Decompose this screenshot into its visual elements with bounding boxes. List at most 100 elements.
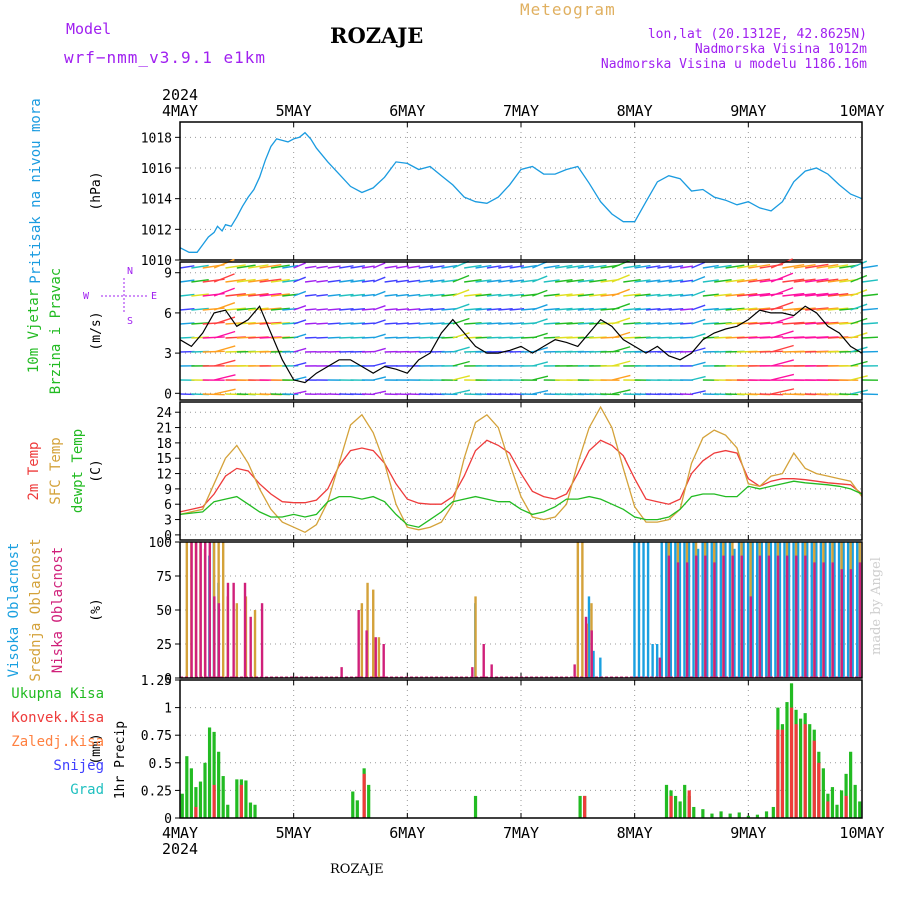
bar [207, 727, 212, 818]
wind-arrow [691, 361, 706, 367]
bar [835, 804, 839, 818]
wind-arrow [691, 375, 706, 381]
bar [692, 806, 696, 818]
bar [789, 707, 794, 818]
wind-arrow [611, 303, 631, 311]
wind-arrow [452, 375, 470, 381]
wind-arrow [361, 293, 375, 297]
y-axis-label: Pritisak na nivou mora [28, 98, 44, 283]
wind-arrow [464, 307, 482, 311]
bar [581, 542, 584, 678]
wind-arrow [509, 307, 525, 311]
wind-arrow [816, 264, 839, 269]
wind-arrow [225, 293, 246, 297]
wind-arrow [589, 293, 607, 297]
wind-arrow [827, 278, 849, 283]
wind-arrow [600, 350, 620, 353]
wind-arrow [486, 265, 502, 269]
wind-arrow [691, 390, 706, 395]
bar [701, 542, 704, 678]
wind-arrow [793, 307, 816, 311]
bar [780, 729, 785, 818]
wind-arrow [589, 307, 607, 311]
bar [856, 542, 859, 678]
bar [844, 795, 848, 818]
wind-arrow [248, 264, 269, 269]
wind-arrow [270, 264, 290, 269]
bar [803, 724, 807, 818]
y-axis-label: SFC Temp [48, 437, 64, 504]
wind-arrow [327, 336, 341, 339]
wind-arrow [202, 336, 225, 339]
wind-arrow [702, 293, 719, 297]
bar [676, 562, 680, 678]
wind-arrow [452, 274, 470, 283]
wind-arrow [759, 307, 784, 311]
wind-arrow [395, 265, 409, 269]
wind-arrow [577, 279, 594, 283]
wind-arrow [680, 293, 694, 297]
wind-arrow [770, 344, 794, 353]
wind-arrow [407, 293, 421, 297]
wind-arrow [191, 307, 209, 311]
wind-arrow [248, 307, 269, 311]
wind-arrow [316, 322, 328, 325]
wind-arrow [850, 389, 868, 395]
bar [849, 751, 853, 818]
wind-arrow [805, 292, 829, 297]
wind-arrow [191, 264, 209, 269]
bar [815, 542, 818, 678]
bar [817, 762, 821, 818]
footer-city: ROZAJE [330, 862, 384, 877]
wind-arrow [566, 293, 584, 297]
bar [667, 555, 671, 678]
y-tick-label: 6 [164, 307, 172, 322]
wind-arrow [327, 265, 341, 269]
wind-arrow [520, 279, 537, 283]
wind-arrow [498, 322, 513, 325]
bar [249, 616, 252, 678]
x-tick-label-top: 9MAY [730, 102, 766, 120]
wind-arrow [543, 279, 560, 283]
wind-arrow [623, 293, 641, 297]
wind-arrow [748, 321, 771, 325]
wind-arrow [577, 293, 594, 297]
bar [362, 773, 366, 818]
bar [573, 664, 576, 678]
bar [232, 582, 235, 678]
bar [704, 555, 707, 678]
wind-arrow [361, 336, 375, 339]
bar [253, 610, 257, 678]
wind-arrow [270, 278, 290, 283]
wind-arrow [566, 322, 584, 325]
bar [687, 542, 691, 678]
wind-arrow [304, 294, 317, 297]
bar [678, 542, 682, 678]
bar [819, 542, 823, 678]
y-tick-label: 3 [164, 514, 172, 529]
wind-arrow [805, 278, 829, 283]
bar [651, 644, 654, 678]
wind-arrow [725, 264, 745, 269]
wind-arrow [384, 322, 398, 325]
x-tick-label-bottom: 8MAY [617, 824, 653, 842]
wind-arrow [748, 264, 771, 269]
wind-arrow [816, 307, 839, 311]
wind-arrow [555, 322, 573, 325]
wind-arrow [236, 293, 256, 297]
bar [830, 787, 835, 818]
wind-arrow [304, 279, 317, 283]
wind-arrow [498, 279, 513, 283]
wind-arrow [793, 292, 816, 297]
wind-arrow [827, 307, 849, 311]
bar [642, 542, 645, 678]
bar [808, 724, 812, 818]
wind-arrow [623, 322, 641, 325]
bar [377, 637, 381, 678]
wind-arrow [429, 293, 445, 297]
wind-arrow [270, 321, 290, 325]
wind-arrow [316, 294, 328, 297]
wind-arrow [725, 307, 745, 311]
wind-arrow [611, 274, 630, 283]
y-tick-label: 100 [149, 536, 172, 551]
